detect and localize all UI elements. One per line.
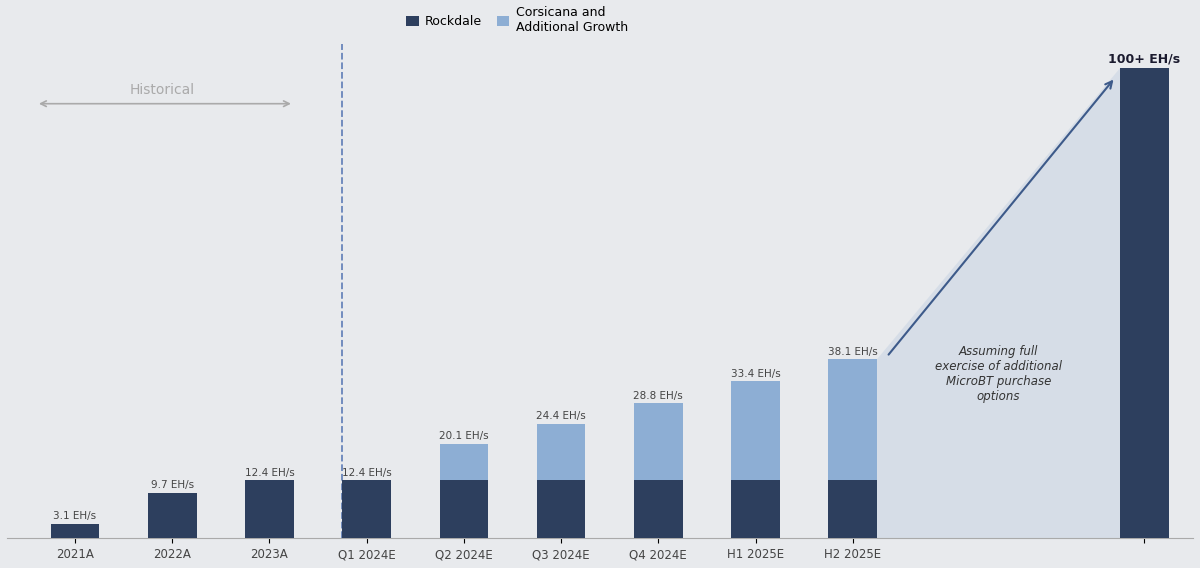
Text: 28.8 EH/s: 28.8 EH/s xyxy=(634,391,683,400)
Text: 9.7 EH/s: 9.7 EH/s xyxy=(151,481,193,490)
Text: 33.4 EH/s: 33.4 EH/s xyxy=(731,369,780,379)
Bar xyxy=(731,480,780,538)
Bar xyxy=(439,444,488,480)
Bar xyxy=(634,403,683,480)
Bar xyxy=(536,424,586,480)
Text: 20.1 EH/s: 20.1 EH/s xyxy=(439,432,488,441)
Text: 38.1 EH/s: 38.1 EH/s xyxy=(828,347,877,357)
Text: Assuming full
exercise of additional
MicroBT purchase
options: Assuming full exercise of additional Mic… xyxy=(935,345,1062,403)
Bar xyxy=(439,480,488,538)
Text: 12.4 EH/s: 12.4 EH/s xyxy=(342,467,391,478)
Text: 12.4 EH/s: 12.4 EH/s xyxy=(245,467,294,478)
Text: 24.4 EH/s: 24.4 EH/s xyxy=(536,411,586,421)
Legend: Rockdale, Corsicana and
Additional Growth: Rockdale, Corsicana and Additional Growt… xyxy=(401,1,632,39)
Bar xyxy=(50,524,100,538)
Text: 100+ EH/s: 100+ EH/s xyxy=(1109,53,1181,65)
Bar xyxy=(634,480,683,538)
Bar xyxy=(342,480,391,538)
Text: 3.1 EH/s: 3.1 EH/s xyxy=(54,511,96,521)
Text: Historical: Historical xyxy=(130,82,196,97)
Bar xyxy=(536,480,586,538)
Bar xyxy=(1120,68,1169,538)
Polygon shape xyxy=(877,68,1120,538)
Bar xyxy=(245,480,294,538)
Bar xyxy=(148,492,197,538)
Bar xyxy=(828,480,877,538)
Bar xyxy=(828,359,877,480)
Bar xyxy=(731,381,780,480)
